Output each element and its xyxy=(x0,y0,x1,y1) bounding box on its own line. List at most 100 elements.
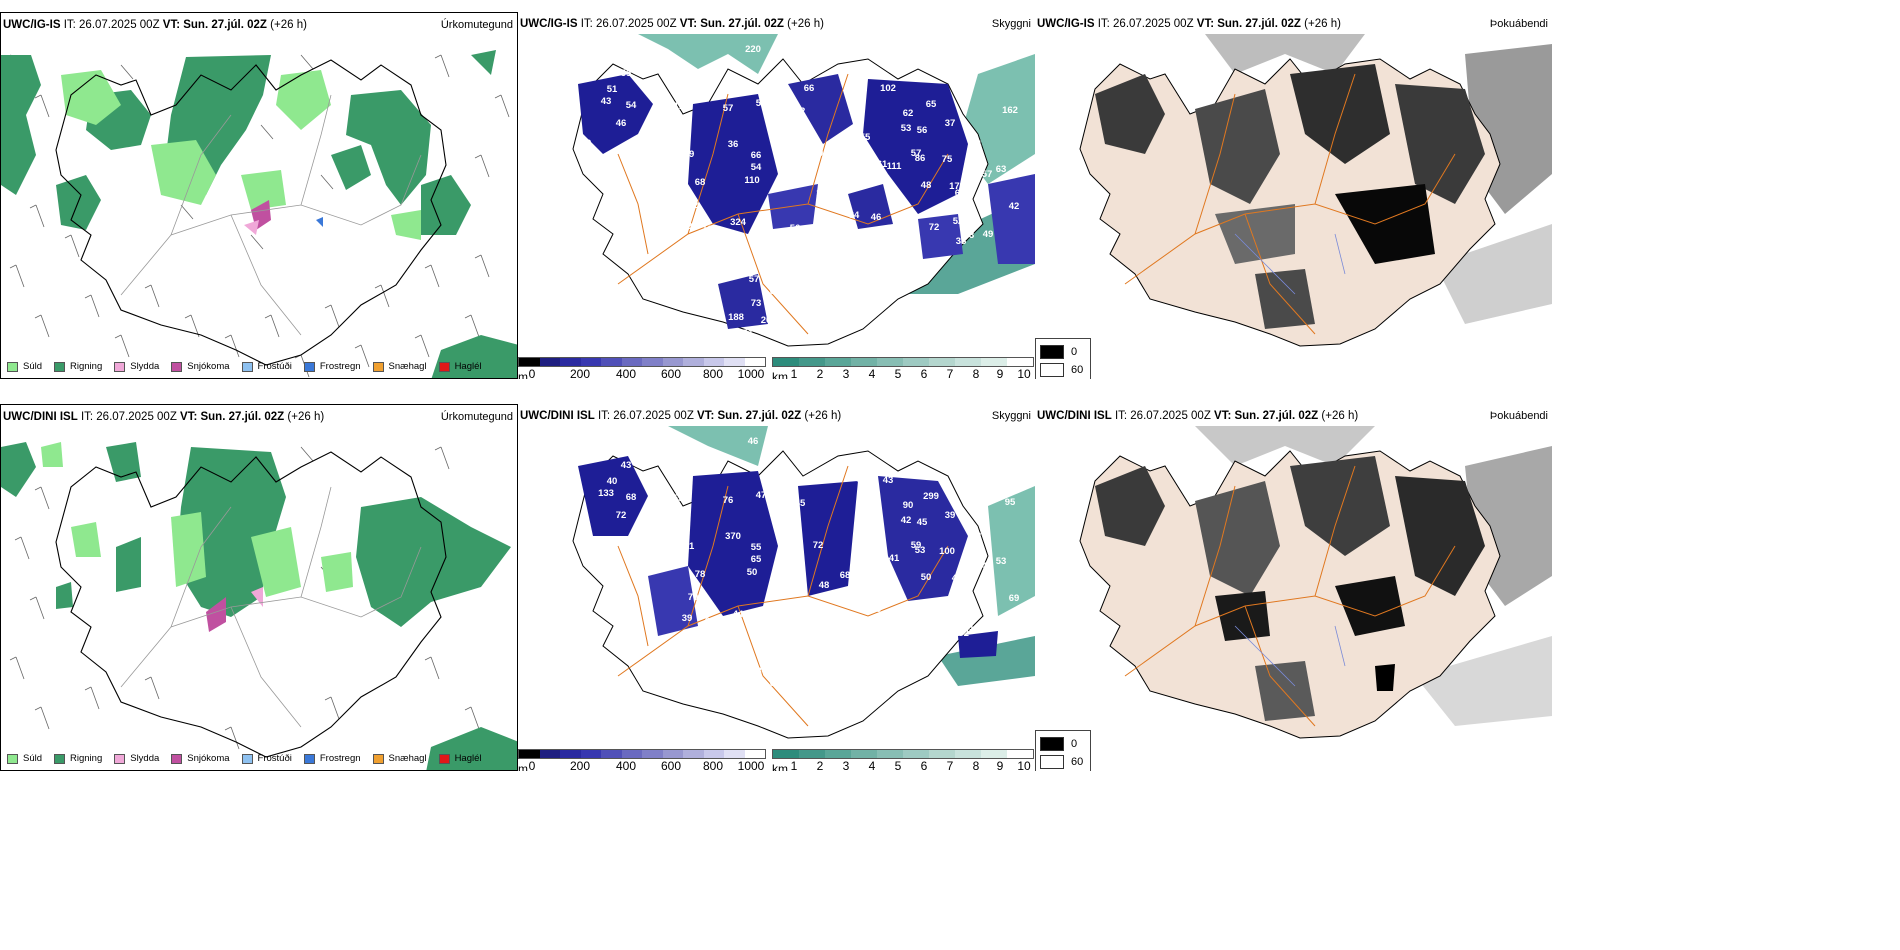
cloud-base-value: 61 xyxy=(684,541,695,552)
cloud-base-value: 43 xyxy=(849,602,860,613)
model-name: UWC/DINI ISL xyxy=(1037,410,1112,422)
cloud-base-value: 69 xyxy=(684,149,695,160)
cloud-base-value: 192 xyxy=(953,628,969,639)
fog-map-svg xyxy=(1079,34,1552,347)
cloud-base-value: 110 xyxy=(744,175,759,186)
lead-time: (+26 h) xyxy=(801,410,842,422)
legend-label: Súld xyxy=(23,753,43,764)
legend-swatch xyxy=(171,361,183,372)
tick-label: 9 xyxy=(996,367,1004,379)
colorbar-gradient xyxy=(772,749,1034,759)
init-time: IT: 26.07.2025 00Z xyxy=(1094,18,1197,30)
cloud-base-value: 173 xyxy=(949,181,965,192)
tick-label: 4 xyxy=(868,759,876,771)
legend-swatch xyxy=(241,753,253,764)
precip-sleet xyxy=(244,220,259,235)
cloud-base-value: 36 xyxy=(892,246,903,257)
init-time: IT: 26.07.2025 00Z xyxy=(1111,410,1215,422)
cloud-base-value: 59 xyxy=(911,540,922,551)
tick-label: 200 xyxy=(569,759,591,771)
legend-snow: Snjókoma xyxy=(171,753,230,764)
cloud-base-value: 45 xyxy=(795,498,806,509)
cloud-base-field xyxy=(578,456,998,658)
legend-drizzle: Súld xyxy=(7,753,42,764)
cloud-base-value: 56 xyxy=(917,125,928,136)
road-network xyxy=(120,486,422,728)
cloud-base-value: 57 xyxy=(749,274,760,285)
legend-swatch xyxy=(114,753,126,764)
legend-label: Slydda xyxy=(130,361,160,372)
legend-label: 60 xyxy=(1071,756,1084,768)
legend-label: Frostúði xyxy=(257,361,292,372)
cloud-base-value: 68 xyxy=(840,570,851,581)
cloud-base-value: 86 xyxy=(915,153,926,164)
legend-swatch xyxy=(372,361,384,372)
cloud-base-value: 65 xyxy=(751,554,762,565)
cloud-base-value: 78 xyxy=(695,569,706,580)
colorbar-ticks: 1 2 3 4 5 6 7 8 9 10 xyxy=(772,367,1034,379)
colorbar-unit: m xyxy=(518,370,528,379)
model-name: UWC/IG-IS xyxy=(520,18,578,30)
cloud-map-svg: 64 67 55 37 51 220 43 54 46 47 56 57 50 66 62 102 62 65 39… xyxy=(572,34,1035,353)
cloud-base-value: 52 xyxy=(983,621,994,632)
panel-title: UWC/DINI ISL IT: 26.07.2025 00Z VT: Sun.… xyxy=(3,411,324,423)
cloud-base-value: 162 xyxy=(1002,105,1018,116)
model-name: UWC/DINI ISL xyxy=(520,410,595,422)
precip-drizzle xyxy=(61,70,421,240)
cloud-base-value: 107 xyxy=(702,224,718,235)
tick-label: 2 xyxy=(816,367,824,379)
legend-swatch xyxy=(1040,755,1064,769)
legend-swatch xyxy=(303,361,315,372)
legend-swatch xyxy=(1040,363,1064,377)
cloud-base-value: 39 xyxy=(945,510,956,521)
cloud-base-value: 36 xyxy=(718,635,729,646)
cloud-base-value: 118 xyxy=(715,243,730,254)
cloud-base-value: 62 xyxy=(965,568,976,579)
tick-label: 1000 xyxy=(737,759,765,771)
fog-legend: 0 60 xyxy=(1035,338,1091,379)
cloud-base-value: 75 xyxy=(942,154,953,165)
cloud-base-value: 220 xyxy=(745,44,761,55)
cloud-base-value: 46 xyxy=(748,436,759,447)
legend-label: 0 xyxy=(1071,738,1078,750)
cloud-base-value: 324 xyxy=(730,217,747,228)
fog-map xyxy=(1035,34,1552,354)
panel-title: UWC/IG-IS IT: 26.07.2025 00Z VT: Sun. 27… xyxy=(1037,18,1341,30)
cloud-base-value: 43 xyxy=(601,96,612,107)
cloud-base-value: 54 xyxy=(626,100,637,111)
tick-label: 9 xyxy=(996,759,1004,771)
cloud-base-value: 105 xyxy=(816,188,833,199)
precip-sleet xyxy=(251,587,263,607)
cloud-base-value: 57 xyxy=(581,530,592,541)
cloud-base-value: 44 xyxy=(971,139,982,150)
cloud-base-value: 48 xyxy=(819,580,830,591)
legend-label: Snjókoma xyxy=(187,753,230,764)
legend-freezing-drizzle: Frostúði xyxy=(241,753,292,764)
road-network xyxy=(120,94,422,336)
cloud-base-value: 83 xyxy=(964,230,975,241)
cloud-base-value: 46 xyxy=(616,118,627,129)
fog-legend-item: 60 xyxy=(1040,753,1086,771)
legend-label: Slydda xyxy=(130,753,160,764)
visibility-colorbar: km 1 2 3 4 5 6 7 8 9 10 xyxy=(772,749,1034,771)
cloud-base-value: 59 xyxy=(673,493,684,504)
tick-label: 8 xyxy=(972,759,980,771)
cloud-base-value: 70 xyxy=(688,592,699,603)
lead-time: (+26 h) xyxy=(1318,410,1359,422)
legend-freezing-rain: Frostregn xyxy=(303,753,361,764)
legend-rain: Rigning xyxy=(54,361,102,372)
cloud-base-value: 66 xyxy=(751,150,762,161)
fog-legend: 0 60 xyxy=(1035,730,1091,771)
cloud-base-value: 37 xyxy=(766,342,777,353)
legend-swatch xyxy=(171,753,183,764)
coastline xyxy=(55,451,447,758)
legend-label: Frostregn xyxy=(319,361,361,372)
precip-snow xyxy=(206,597,226,632)
cloud-base-value: 58 xyxy=(633,51,644,62)
colorbar-ticks: 0 200 400 600 800 1000 xyxy=(518,759,766,771)
tick-label: 2 xyxy=(816,759,824,771)
cloud-base-value: 66 xyxy=(804,83,815,94)
panel-title: UWC/IG-IS IT: 26.07.2025 00Z VT: Sun. 27… xyxy=(3,19,307,31)
cloud-base-value: 68 xyxy=(626,492,637,503)
